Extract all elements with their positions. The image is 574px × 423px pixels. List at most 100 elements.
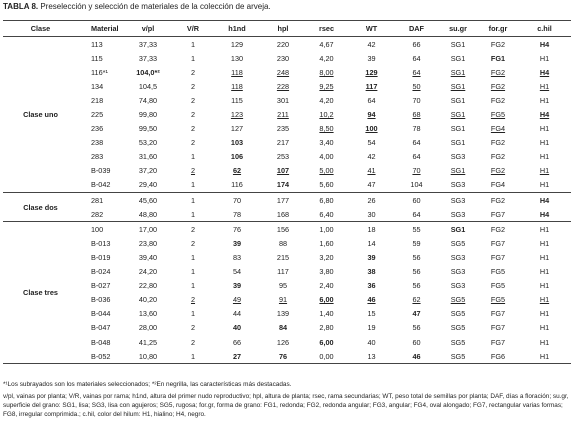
table-cell: SG3 (450, 281, 466, 291)
table-row: 116*¹ 104,0*² 2 118 248 8,00 129 64 SG1 FG2 H4 (3, 65, 571, 79)
table-cell: 253 (276, 152, 290, 162)
table-cell: 218 (91, 95, 104, 105)
table-cell: H1 (518, 79, 571, 93)
table-cell: SG1 (438, 79, 478, 93)
table-cell: 1 (173, 349, 213, 365)
table-cell: FG7 (478, 207, 518, 223)
cell-text: SG1 (450, 67, 466, 77)
footnote: *¹Los subrayados son los materiales sele… (3, 381, 292, 388)
cell-text: 100 (365, 124, 378, 134)
column-header: V/R (173, 20, 213, 37)
table-cell: 41 (348, 164, 395, 178)
table-cell: 177 (276, 195, 290, 205)
table-cell: H1 (539, 95, 550, 105)
table-row: 238 53,20 2 103 217 3,40 54 64 SG1 FG2 H1 (3, 136, 571, 150)
table-row: 282 48,80 1 78 168 6,40 30 64 SG3 FG7 H4 (3, 207, 571, 223)
table-cell: 30 (348, 207, 395, 223)
table-cell: H4 (518, 37, 571, 52)
table-cell: 106 (213, 150, 261, 164)
table-cell: H1 (539, 53, 550, 63)
cell-text: 39 (232, 281, 242, 291)
table-cell: 70 (412, 95, 421, 105)
table-cell: 39 (367, 53, 376, 63)
table-cell: SG5 (450, 323, 466, 333)
class-label: Clase uno (3, 36, 78, 194)
table-cell: H1 (539, 252, 550, 262)
table-row: B-042 29,40 1 116 174 5,60 47 104 SG3 FG4 H1 (3, 177, 571, 194)
cell-text: 70 (412, 166, 421, 176)
table-cell: 14 (367, 238, 376, 248)
table-cell: 217 (276, 138, 290, 148)
table-cell: 26 (367, 195, 376, 205)
table-row: Clase uno 113 37,33 1 129 220 4,67 42 66 SG1 FG2 H4 (3, 36, 571, 194)
table-cell: 2 (190, 124, 196, 134)
table-cell: B-039 (91, 166, 111, 176)
table-cell: 78 (213, 207, 261, 223)
table-cell: H1 (539, 124, 550, 134)
table-row: Clase tres 100 17,00 2 76 156 1,00 18 55 SG1 FG2 H1 (3, 221, 571, 365)
table-cell: 1 (190, 267, 196, 277)
table-cell: 64 (395, 65, 438, 79)
cell-text: 40 (232, 323, 242, 333)
table-cell: 2 (190, 95, 196, 105)
table-cell: 238 (91, 138, 104, 148)
table-cell: 113 (91, 39, 103, 49)
table-cell: 70 (232, 195, 242, 205)
table-cell: 56 (412, 252, 421, 262)
table-cell: 62 (213, 164, 261, 178)
cell-text: H4 (539, 195, 550, 205)
table-cell: 156 (276, 224, 290, 234)
table-cell: B-024 (91, 267, 111, 277)
table-cell: 1,00 (319, 224, 334, 234)
cell-text: 174 (276, 180, 290, 190)
cell-text: SG1 (450, 81, 466, 91)
table-cell: 235 (276, 124, 290, 134)
table-cell: 40 (213, 321, 261, 335)
table-cell: 2 (190, 110, 196, 120)
cell-text: 118 (231, 81, 243, 91)
table-cell: 10,2 (305, 107, 348, 121)
table-cell: 115 (231, 95, 243, 105)
cell-text: H1 (539, 166, 550, 176)
table-cell: 3,80 (319, 267, 334, 277)
cell-text: 46 (412, 351, 421, 361)
table-cell: 134 (91, 81, 104, 91)
cell-text: 8,00 (319, 67, 334, 77)
table-cell: 62 (395, 293, 438, 307)
table-cell: SG1 (450, 53, 466, 63)
cell-text: 64 (412, 67, 421, 77)
table-cell: 40 (367, 337, 376, 347)
table-cell: 225 (91, 110, 104, 120)
cell-text: 8,50 (319, 124, 334, 134)
table-cell: 95 (278, 281, 288, 291)
column-header: for.gr (478, 20, 518, 37)
table-cell: H1 (539, 337, 550, 347)
cell-text: 62 (232, 166, 242, 176)
table-row: 115 37,33 1 130 230 4,20 39 64 SG1 FG1 H1 (3, 51, 571, 65)
table-cell: SG3 (438, 207, 478, 223)
table-cell: 104 (395, 177, 438, 194)
cell-text: 47 (412, 309, 421, 319)
table-cell: 66 (412, 39, 421, 49)
table-cell: SG5 (438, 349, 478, 365)
cell-text: 123 (230, 110, 244, 120)
table-cell: H1 (539, 281, 550, 291)
table-cell: 230 (276, 53, 290, 63)
table-cell: 10,80 (123, 349, 173, 365)
cell-text: 91 (278, 295, 288, 305)
cell-text: 27 (232, 351, 242, 361)
table-cell: 2 (190, 337, 196, 347)
table-cell: FG2 (490, 39, 506, 49)
cell-text: 103 (230, 138, 244, 148)
table-cell: H1 (539, 138, 550, 148)
table-cell: SG1 (450, 138, 466, 148)
table-cell: SG3 (450, 252, 466, 262)
footnotes: *¹Los subrayados son los materiales sele… (3, 380, 569, 422)
column-header: c.hil (518, 20, 571, 37)
cell-text: 38 (367, 267, 376, 277)
table-cell: 39,40 (138, 252, 158, 262)
class-label: Clase tres (3, 221, 78, 365)
table-cell: 64 (412, 138, 421, 148)
table-cell: 36 (348, 279, 395, 293)
